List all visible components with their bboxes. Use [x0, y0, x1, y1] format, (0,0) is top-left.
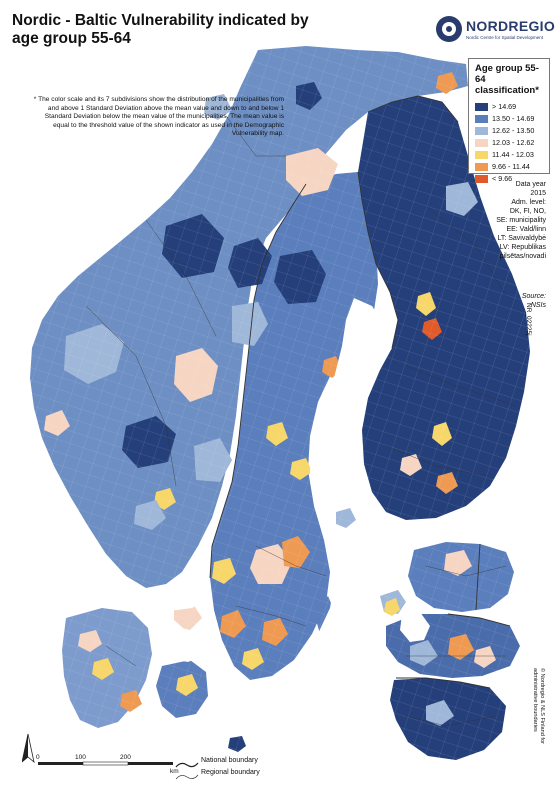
boundary-legend-national: National boundary	[175, 757, 305, 768]
map-title: Nordic - Baltic Vulnerability indicated …	[12, 12, 309, 47]
nordregio-logo: NORDREGIO Nordic Centre for Spatial Deve…	[436, 14, 556, 48]
scale-segment	[82, 761, 129, 766]
legend-swatch	[475, 150, 488, 159]
legend-label: 12.03 - 12.62	[492, 138, 535, 148]
baltic-sea	[256, 528, 382, 720]
legend-label: 12.62 - 13.50	[492, 126, 535, 136]
copyright-note: © Nordregio & NLS Finland for administra…	[531, 668, 545, 744]
scale-tick-label: 100	[75, 754, 86, 761]
methodology-footnote: * The color scale and its 7 subdivisions…	[33, 96, 284, 138]
adm-level-line: pilsētas/novadi	[499, 253, 546, 260]
scale-segment	[128, 762, 173, 765]
region-denmark-bornholm	[228, 736, 246, 752]
scale-tick-label: 200	[120, 754, 131, 761]
scale-bar-graphic	[21, 733, 173, 766]
legend-item: 13.50 - 14.69	[475, 113, 545, 125]
nordregio-logo-icon	[436, 16, 462, 42]
regional-boundary-label: Regional boundary	[201, 769, 260, 776]
adm-level-line: LV: Republikas	[499, 244, 546, 251]
legend-swatch	[475, 114, 488, 123]
gulf-of-riga	[400, 612, 430, 642]
data-info: Data year 2015 Adm. level: DK, FI, NO, S…	[436, 180, 546, 261]
copyright-line: administrative boundaries	[532, 668, 538, 732]
adm-level-line: LT: Savivaldybė	[497, 235, 546, 242]
logo-name: NORDREGIO	[466, 18, 556, 34]
legend: Age group 55-64 classification* > 14.69 …	[468, 58, 550, 183]
legend-swatch	[475, 162, 488, 171]
legend-title: Age group 55-64 classification*	[475, 63, 539, 96]
kattegat	[152, 620, 202, 662]
scale-bar: 0 100 200 km	[21, 724, 182, 775]
regional-boundary-symbol	[175, 774, 199, 780]
north-arrow-fill	[22, 734, 28, 762]
boundary-legend: National boundary Regional boundary	[175, 757, 305, 781]
legend-label: 13.50 - 14.69	[492, 114, 535, 124]
adm-level-line: DK, FI, NO,	[509, 208, 546, 215]
regional-boundaries	[85, 115, 517, 727]
logo-subtitle: Nordic Centre for Spatial Development	[466, 35, 544, 40]
scale-tick-label: 0	[36, 754, 40, 761]
map-number: NR_02225j	[525, 303, 532, 336]
data-year-label: Data year	[515, 181, 546, 188]
legend-swatch	[475, 102, 488, 111]
scale-unit: km	[170, 768, 179, 775]
legend-item: 9.66 - 11.44	[475, 161, 545, 173]
source-label: Source:	[521, 293, 546, 300]
legend-item: < 9.66	[475, 173, 545, 185]
adm-level-label: Adm. level:	[511, 199, 546, 206]
legend-label: 9.66 - 11.44	[492, 162, 530, 172]
adm-level-line: SE: municipality	[496, 217, 546, 224]
adm-level-line: EE: Vald/linn	[506, 226, 546, 233]
national-boundaries	[209, 95, 511, 689]
data-year: 2015	[530, 190, 546, 197]
national-boundary-label: National boundary	[201, 757, 258, 764]
skagerrak	[106, 578, 212, 612]
region-aland	[336, 508, 356, 528]
national-boundary-symbol	[175, 762, 199, 768]
legend-label: > 14.69	[492, 102, 517, 112]
legend-label: 11.44 - 12.03	[492, 150, 534, 160]
source-info: Source: NSIs	[466, 292, 546, 310]
copyright-line: © Nordregio & NLS Finland for	[539, 668, 545, 744]
legend-item: 12.03 - 12.62	[475, 137, 545, 149]
legend-item: 12.62 - 13.50	[475, 125, 545, 137]
legend-item: 11.44 - 12.03	[475, 149, 545, 161]
legend-label: < 9.66	[492, 174, 513, 184]
scale-segment	[38, 762, 83, 765]
source-value: NSIs	[530, 302, 546, 309]
gulf-of-finland	[356, 516, 506, 550]
legend-item: > 14.69	[475, 101, 545, 113]
gulf-of-bothnia	[310, 298, 386, 516]
boundary-legend-regional: Regional boundary	[175, 769, 305, 780]
legend-swatch	[475, 138, 488, 147]
legend-swatch	[475, 126, 488, 135]
legend-swatch	[475, 174, 488, 183]
